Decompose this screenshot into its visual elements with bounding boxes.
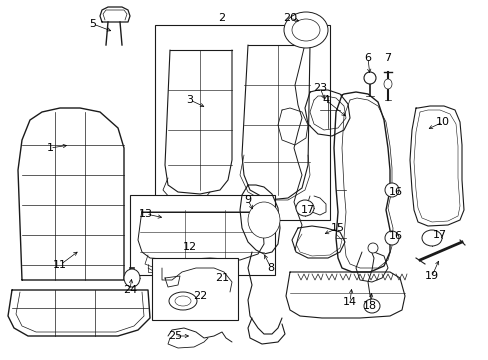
Text: 13: 13 (139, 209, 153, 219)
Ellipse shape (367, 243, 377, 253)
Ellipse shape (384, 231, 398, 245)
Text: 3: 3 (186, 95, 193, 105)
Text: 8: 8 (267, 263, 274, 273)
Ellipse shape (383, 79, 391, 89)
Text: 15: 15 (330, 223, 345, 233)
Text: 17: 17 (432, 230, 446, 240)
Ellipse shape (175, 296, 191, 306)
Text: 16: 16 (388, 187, 402, 197)
Text: 19: 19 (424, 271, 438, 281)
Text: 12: 12 (183, 242, 197, 252)
Bar (155, 25, 329, 220)
Text: 16: 16 (388, 231, 402, 241)
Text: 18: 18 (362, 301, 376, 311)
Text: 25: 25 (167, 331, 182, 341)
Ellipse shape (247, 202, 280, 238)
Text: 10: 10 (435, 117, 449, 127)
Text: 21: 21 (215, 273, 228, 283)
Ellipse shape (284, 12, 327, 48)
Bar (152, 258, 238, 320)
Ellipse shape (384, 183, 398, 197)
Ellipse shape (363, 299, 379, 313)
Ellipse shape (421, 230, 441, 246)
Text: 9: 9 (244, 195, 251, 205)
Ellipse shape (295, 200, 313, 216)
Text: 23: 23 (312, 83, 326, 93)
Text: 1: 1 (46, 143, 53, 153)
Text: 24: 24 (122, 285, 137, 295)
Text: 2: 2 (218, 13, 225, 23)
Ellipse shape (363, 72, 375, 84)
Text: 14: 14 (342, 297, 356, 307)
Text: 22: 22 (192, 291, 207, 301)
Text: 5: 5 (89, 19, 96, 29)
Text: 6: 6 (364, 53, 371, 63)
Text: 20: 20 (283, 13, 296, 23)
Text: 7: 7 (384, 53, 391, 63)
Ellipse shape (291, 19, 319, 41)
Text: 11: 11 (53, 260, 67, 270)
Ellipse shape (169, 292, 197, 310)
Ellipse shape (124, 269, 140, 287)
Text: 17: 17 (300, 205, 314, 215)
Bar (130, 195, 274, 275)
Text: 4: 4 (322, 95, 329, 105)
